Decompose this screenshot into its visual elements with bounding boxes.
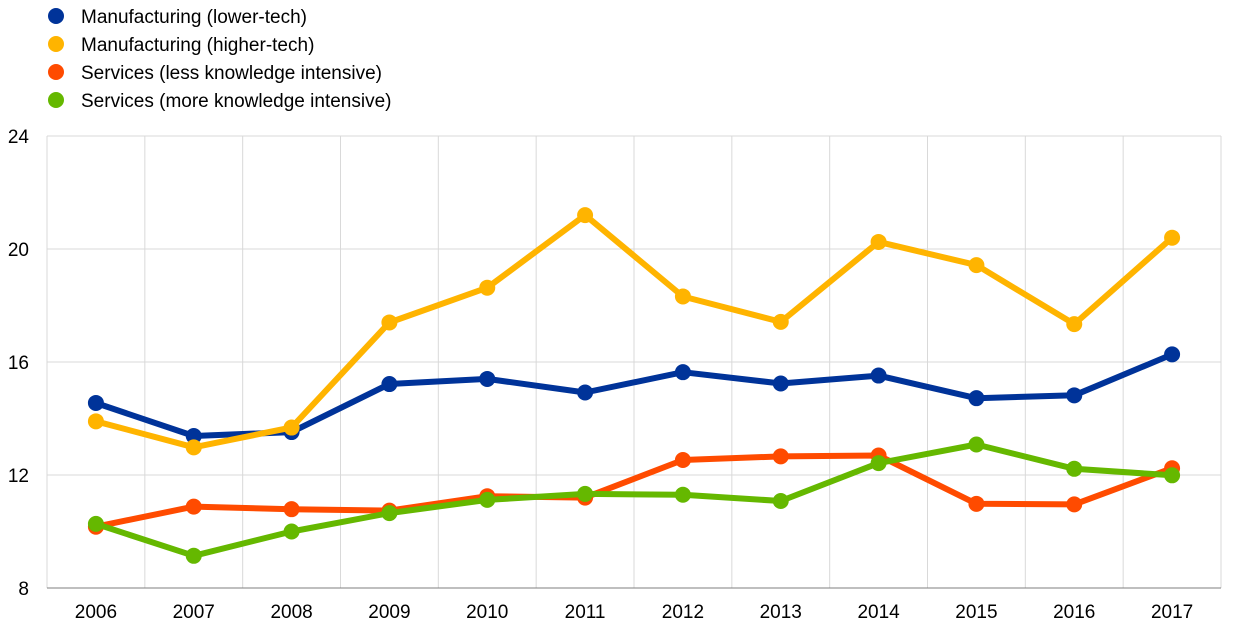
data-point <box>577 485 594 502</box>
y-tick-label: 20 <box>8 240 29 261</box>
series-2 <box>87 207 1181 456</box>
data-point <box>870 455 887 472</box>
legend-label: Services (less knowledge intensive) <box>81 63 382 84</box>
x-tick-label: 2014 <box>857 602 900 623</box>
y-tick-label: 8 <box>18 579 29 600</box>
y-tick-label: 12 <box>8 466 29 487</box>
y-axis: 8 12 16 20 24 <box>8 127 30 600</box>
legend-label: Services (more knowledge intensive) <box>81 91 391 112</box>
data-point <box>479 370 496 387</box>
data-point <box>772 492 789 509</box>
gridlines <box>46 135 1222 589</box>
x-tick-label: 2016 <box>1053 602 1095 623</box>
data-point <box>968 390 985 407</box>
data-point <box>1164 346 1181 363</box>
legend: Manufacturing (lower-tech) Manufacturing … <box>48 7 391 112</box>
x-tick-label: 2006 <box>75 602 117 623</box>
x-tick-label: 2017 <box>1151 602 1193 623</box>
data-point <box>772 375 789 392</box>
data-point <box>283 419 300 436</box>
legend-item: Services (less knowledge intensive) <box>48 63 382 84</box>
data-point <box>283 523 300 540</box>
data-point <box>87 413 104 430</box>
data-point <box>674 486 691 503</box>
series-line <box>92 441 1176 559</box>
legend-marker <box>48 92 64 108</box>
x-tick-label: 2011 <box>565 602 606 623</box>
legend-marker <box>48 8 64 24</box>
x-tick-label: 2012 <box>662 602 704 623</box>
data-point <box>283 501 300 518</box>
data-point <box>87 394 104 411</box>
legend-marker <box>48 36 64 52</box>
legend-label: Manufacturing (higher-tech) <box>81 35 314 56</box>
x-tick-label: 2007 <box>173 602 215 623</box>
legend-marker <box>48 64 64 80</box>
x-tick-label: 2009 <box>368 602 410 623</box>
data-point <box>772 448 789 465</box>
data-point <box>577 207 594 224</box>
data-point <box>968 436 985 453</box>
x-axis: 2006 2007 2008 2009 2010 2011 2012 2013 2014 2015… <box>47 587 1221 623</box>
data-point <box>1164 467 1181 484</box>
x-tick-label: 2010 <box>466 602 508 623</box>
legend-item: Services (more knowledge intensive) <box>48 91 391 112</box>
data-point <box>479 491 496 508</box>
data-point <box>870 367 887 384</box>
plot-area <box>87 207 1181 564</box>
data-point <box>1066 460 1083 477</box>
y-tick-label: 24 <box>8 127 30 148</box>
legend-item: Manufacturing (lower-tech) <box>48 7 307 28</box>
data-point <box>577 384 594 401</box>
data-point <box>772 313 789 330</box>
x-tick-label: 2015 <box>955 602 997 623</box>
data-point <box>968 257 985 274</box>
data-point <box>1066 387 1083 404</box>
x-tick-label: 2008 <box>270 602 312 623</box>
series-4 <box>87 436 1181 564</box>
data-point <box>1066 316 1083 333</box>
data-point <box>968 495 985 512</box>
data-point <box>1066 496 1083 513</box>
data-point <box>674 288 691 305</box>
series-line <box>92 452 1176 530</box>
data-point <box>381 376 398 393</box>
x-tick-label: 2013 <box>760 602 802 623</box>
data-point <box>1164 229 1181 246</box>
data-point <box>185 439 202 456</box>
data-point <box>185 498 202 515</box>
data-point <box>381 505 398 522</box>
data-point <box>674 452 691 469</box>
series-line <box>92 212 1176 451</box>
y-tick-label: 16 <box>8 353 29 374</box>
data-point <box>381 314 398 331</box>
legend-item: Manufacturing (higher-tech) <box>48 35 314 56</box>
legend-label: Manufacturing (lower-tech) <box>81 7 307 28</box>
data-point <box>479 279 496 296</box>
data-point <box>185 428 202 445</box>
data-point <box>87 515 104 532</box>
data-point <box>185 547 202 564</box>
data-point <box>674 364 691 381</box>
data-point <box>870 233 887 250</box>
